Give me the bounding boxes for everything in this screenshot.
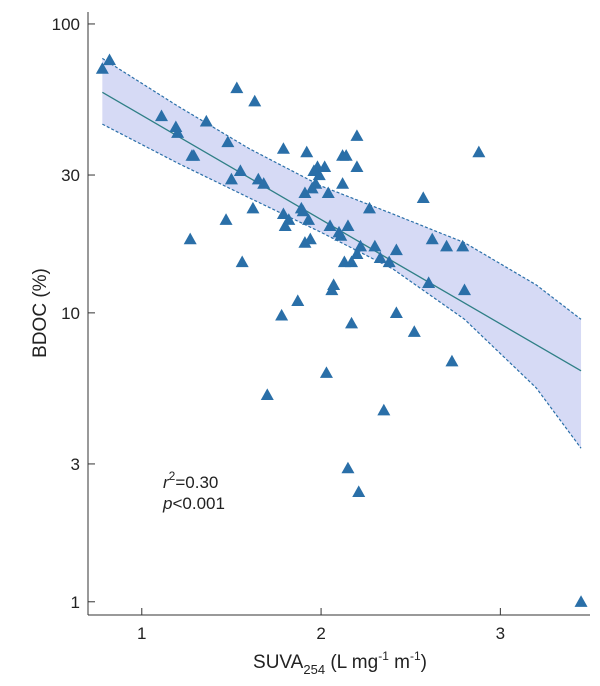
- data-point: [327, 278, 341, 290]
- x-axis-title: SUVA254 (L mg-1 m-1): [253, 649, 427, 677]
- r-squared-annotation: r2=0.30: [163, 469, 218, 492]
- data-point: [350, 160, 364, 172]
- data-point: [300, 145, 314, 158]
- data-point: [187, 149, 201, 161]
- data-point: [350, 247, 364, 259]
- data-point: [368, 239, 382, 252]
- x-tick-label: 1: [137, 624, 146, 643]
- data-point: [235, 255, 249, 268]
- data-point: [171, 126, 185, 138]
- x-axis-title-main: SUVA: [253, 652, 304, 673]
- data-point: [298, 186, 312, 199]
- data-point: [95, 62, 109, 74]
- p-symbol: p: [162, 494, 172, 513]
- data-point: [425, 232, 439, 245]
- data-point: [382, 255, 396, 268]
- data-point: [440, 239, 454, 252]
- data-point: [352, 485, 366, 498]
- data-point: [298, 236, 312, 248]
- data-point: [341, 219, 355, 231]
- data-point: [276, 207, 290, 220]
- y-tick-label: 1: [71, 593, 80, 612]
- data-point: [224, 172, 238, 185]
- data-point: [422, 276, 436, 288]
- data-point: [233, 164, 247, 176]
- data-point: [458, 283, 471, 296]
- data-point: [257, 177, 271, 189]
- y-tick-label: 3: [71, 455, 80, 474]
- data-point: [472, 145, 486, 158]
- data-point: [373, 251, 387, 263]
- data-point: [303, 232, 317, 245]
- x-tick-label: 2: [316, 624, 325, 643]
- data-point: [350, 129, 364, 141]
- data-point: [345, 255, 359, 268]
- data-point: [323, 219, 337, 231]
- data-point: [291, 294, 305, 306]
- confidence-band-area: [102, 58, 582, 449]
- r-exponent: 2: [169, 469, 176, 483]
- data-point: [276, 142, 290, 154]
- p-value: <0.001: [172, 494, 224, 513]
- p-value-annotation: p<0.001: [162, 494, 225, 513]
- data-points: [95, 53, 588, 607]
- data-point: [312, 168, 326, 181]
- data-point: [334, 229, 348, 241]
- data-point: [278, 219, 292, 231]
- data-point: [362, 201, 376, 214]
- data-point: [407, 325, 421, 337]
- data-point: [416, 191, 430, 203]
- confidence-band: [102, 57, 582, 449]
- x-axis-title-unit-suffix: ): [421, 652, 427, 673]
- x-axis-title-exp1: -1: [378, 649, 389, 663]
- confidence-band-upper: [102, 57, 582, 320]
- data-point: [296, 204, 310, 217]
- axes: 1 3 10 30 100 1 2 3: [52, 12, 590, 643]
- y-tick-label: 10: [61, 304, 80, 323]
- data-point: [354, 239, 368, 252]
- data-point: [321, 186, 335, 199]
- data-point: [336, 177, 350, 189]
- data-point: [221, 135, 235, 148]
- data-point: [574, 595, 588, 607]
- data-point: [345, 316, 359, 329]
- data-point: [339, 149, 353, 161]
- data-point: [389, 243, 403, 256]
- data-point: [341, 461, 355, 474]
- data-point: [219, 213, 233, 225]
- data-point: [445, 354, 459, 367]
- data-point: [260, 388, 274, 400]
- data-point: [199, 114, 213, 127]
- data-point: [248, 94, 262, 107]
- x-axis-title-subscript: 254: [303, 662, 325, 677]
- y-tick-label: 30: [61, 166, 80, 185]
- data-point: [230, 81, 244, 94]
- data-point: [309, 177, 323, 189]
- data-point: [282, 213, 296, 225]
- x-axis-title-unit-prefix: (L mg: [325, 652, 378, 673]
- data-point: [319, 366, 333, 378]
- data-point: [302, 213, 316, 225]
- data-point: [377, 403, 391, 416]
- x-axis-title-exp2: -1: [410, 649, 421, 663]
- r-squared-value: =0.30: [175, 473, 218, 492]
- data-point: [246, 201, 260, 214]
- data-point: [318, 160, 332, 172]
- data-point: [456, 239, 470, 252]
- y-tick-label: 100: [52, 15, 80, 34]
- data-point: [389, 306, 403, 318]
- x-axis-title-unit-mid: m: [389, 652, 410, 673]
- y-axis-title: BDOC (%): [30, 268, 51, 358]
- x-tick-label: 3: [496, 624, 505, 643]
- data-point: [183, 232, 197, 245]
- r-symbol: r: [163, 473, 170, 492]
- data-point: [275, 308, 289, 321]
- data-point: [103, 53, 117, 66]
- data-point: [155, 109, 169, 122]
